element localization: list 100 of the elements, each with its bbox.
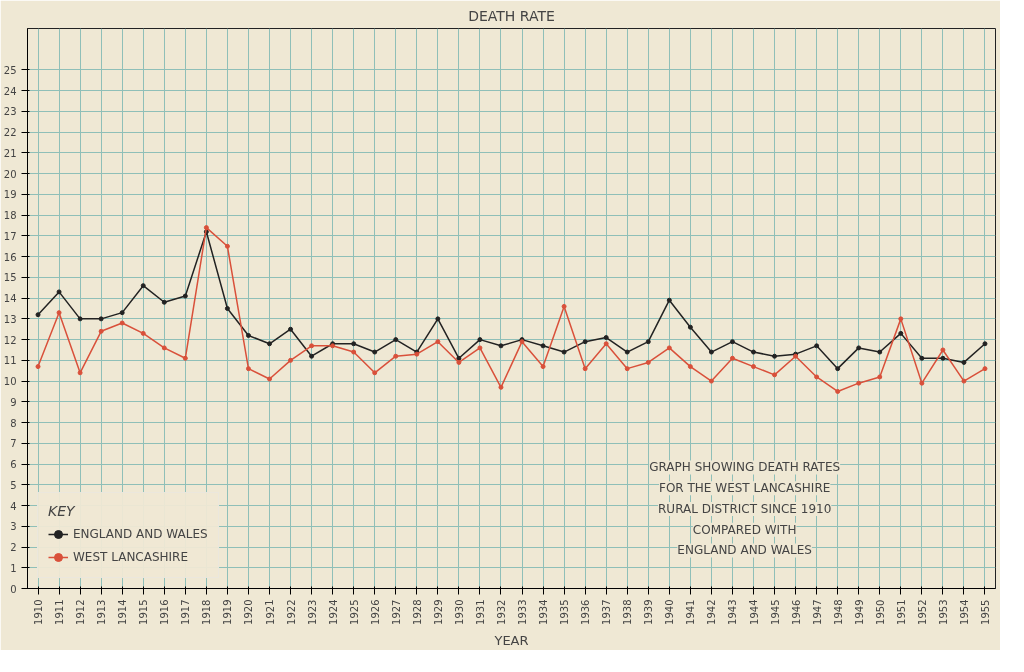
- point: [119, 320, 125, 326]
- y-tick-label: 25: [3, 64, 17, 76]
- point: [940, 347, 946, 353]
- point: [351, 341, 357, 347]
- point: [35, 364, 41, 370]
- y-tick-label: 14: [3, 293, 17, 305]
- y-tick-label: 9: [10, 396, 17, 408]
- x-tick-label: 1938: [622, 599, 634, 625]
- point: [372, 370, 378, 376]
- point: [435, 339, 441, 345]
- chart-title: DEATH RATE: [468, 7, 555, 24]
- point: [561, 349, 567, 355]
- point: [645, 359, 651, 365]
- x-axis-title: YEAR: [493, 632, 529, 648]
- point: [961, 359, 967, 365]
- point: [393, 353, 399, 359]
- point: [708, 349, 714, 355]
- x-tick-label: 1922: [285, 599, 297, 625]
- point: [309, 343, 315, 349]
- x-tick-label: 1917: [180, 599, 192, 625]
- point: [751, 364, 756, 370]
- y-tick-label: 8: [10, 417, 17, 429]
- y-tick-label: 7: [10, 438, 17, 450]
- x-tick-label: 1932: [495, 599, 507, 625]
- x-tick-label: 1941: [685, 599, 697, 625]
- x-tick-label: 1913: [96, 599, 108, 625]
- point: [56, 289, 62, 295]
- x-tick-label: 1951: [895, 599, 907, 625]
- y-tick-label: 24: [3, 85, 17, 97]
- point: [435, 316, 441, 322]
- point: [561, 303, 567, 309]
- point: [982, 341, 988, 347]
- x-tick-label: 1930: [453, 599, 465, 625]
- point: [982, 366, 988, 372]
- point: [666, 345, 672, 351]
- x-tick-label: 1924: [327, 599, 339, 625]
- x-tick-label: 1935: [559, 599, 571, 625]
- y-tick-label: 10: [3, 376, 17, 388]
- x-tick-label: 1943: [727, 599, 739, 625]
- point: [856, 380, 862, 386]
- point: [245, 332, 251, 338]
- point: [919, 355, 925, 361]
- x-tick-label: 1923: [306, 599, 318, 625]
- point: [498, 343, 504, 349]
- point: [267, 376, 272, 382]
- point: [372, 349, 378, 355]
- y-tick-label: 13: [3, 313, 17, 325]
- y-tick-label: 15: [3, 272, 17, 284]
- y-tick-label: 21: [3, 147, 17, 159]
- legend-label: WEST LANCASHIRE: [73, 550, 189, 564]
- x-tick-label: 1912: [75, 599, 87, 625]
- point: [477, 345, 483, 351]
- x-tick-label: 1927: [390, 599, 402, 625]
- annotation: COMPARED WITH: [692, 522, 797, 537]
- annotation: RURAL DISTRICT SINCE 1910: [658, 501, 832, 516]
- x-tick-label: 1944: [748, 599, 760, 625]
- point: [288, 357, 294, 363]
- point: [98, 328, 104, 334]
- point: [98, 316, 104, 322]
- x-tick-label: 1949: [853, 599, 865, 625]
- x-tick-label: 1921: [264, 599, 276, 625]
- point: [245, 366, 251, 372]
- point: [835, 366, 841, 372]
- point: [477, 337, 483, 343]
- y-tick-label: 20: [3, 168, 17, 180]
- point: [687, 364, 693, 370]
- point: [77, 316, 83, 322]
- point: [772, 353, 778, 359]
- annotation: ENGLAND AND WALES: [677, 543, 812, 558]
- x-tick-label: 1920: [243, 599, 255, 625]
- point: [624, 366, 630, 372]
- point: [267, 341, 272, 347]
- x-tick-label: 1946: [790, 599, 802, 625]
- point: [309, 353, 315, 359]
- x-tick-label: 1926: [369, 599, 381, 625]
- x-tick-label: 1916: [159, 599, 171, 625]
- point: [919, 380, 925, 386]
- y-tick-label: 4: [10, 500, 17, 512]
- point: [56, 310, 62, 316]
- point: [119, 310, 125, 316]
- y-tick-label: 11: [3, 355, 17, 367]
- x-tick-label: 1934: [538, 599, 550, 625]
- x-tick-label: 1940: [664, 599, 676, 625]
- x-tick-label: 1928: [411, 599, 423, 625]
- point: [288, 326, 294, 332]
- x-tick-label: 1931: [474, 599, 486, 625]
- point: [582, 366, 588, 372]
- x-tick-label: 1915: [138, 599, 150, 625]
- y-tick-label: 0: [10, 583, 17, 595]
- x-tick-label: 1914: [117, 599, 129, 625]
- point: [940, 355, 946, 361]
- y-tick-label: 5: [10, 479, 17, 491]
- x-tick-label: 1919: [222, 599, 234, 625]
- x-tick-label: 1942: [706, 599, 718, 625]
- point: [351, 349, 357, 355]
- x-tick-label: 1952: [916, 599, 928, 625]
- point: [687, 324, 693, 330]
- point: [898, 316, 904, 322]
- x-tick-label: 1929: [432, 599, 444, 625]
- point: [498, 384, 504, 390]
